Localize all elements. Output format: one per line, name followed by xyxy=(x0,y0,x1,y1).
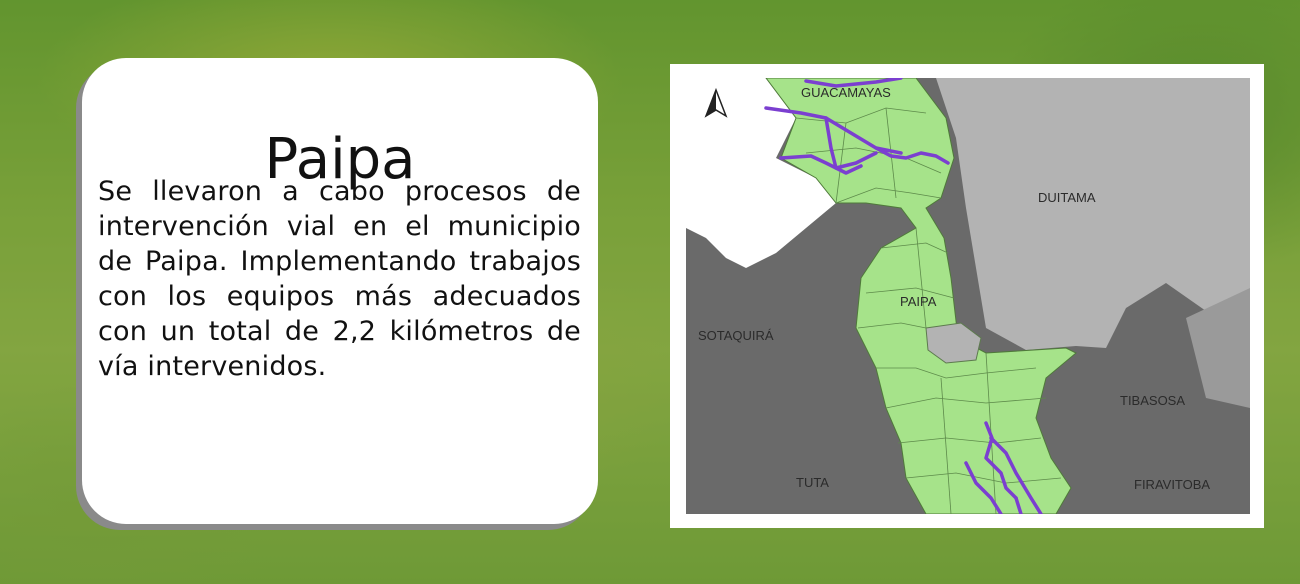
intervened-roads xyxy=(764,78,1043,514)
card-title: Paipa xyxy=(264,127,416,192)
info-card: Paipa Se llevaron a cabo procesos de int… xyxy=(82,58,598,524)
region-east-light xyxy=(1186,288,1250,408)
card-body-text: Se llevaron a cabo procesos de intervenc… xyxy=(98,176,581,382)
north-arrow-icon xyxy=(704,87,728,118)
label-guacamayas: GUACAMAYAS xyxy=(801,85,891,100)
municipality-map: GUACAMAYAS DUITAMA PAIPA SOTAQUIRÁ TIBAS… xyxy=(686,78,1250,514)
paipa-municipality xyxy=(765,78,1077,514)
label-tuta: TUTA xyxy=(796,475,829,490)
region-duitama xyxy=(936,78,1250,350)
label-paipa: PAIPA xyxy=(900,294,937,309)
label-firavitoba: FIRAVITOBA xyxy=(1134,477,1210,492)
label-duitama: DUITAMA xyxy=(1038,190,1096,205)
region-blank xyxy=(686,78,836,268)
label-sotaquira: SOTAQUIRÁ xyxy=(698,328,774,343)
lake-sochagota xyxy=(925,322,982,364)
vereda-boundaries xyxy=(795,107,1062,514)
label-tibasosa: TIBASOSA xyxy=(1120,393,1185,408)
